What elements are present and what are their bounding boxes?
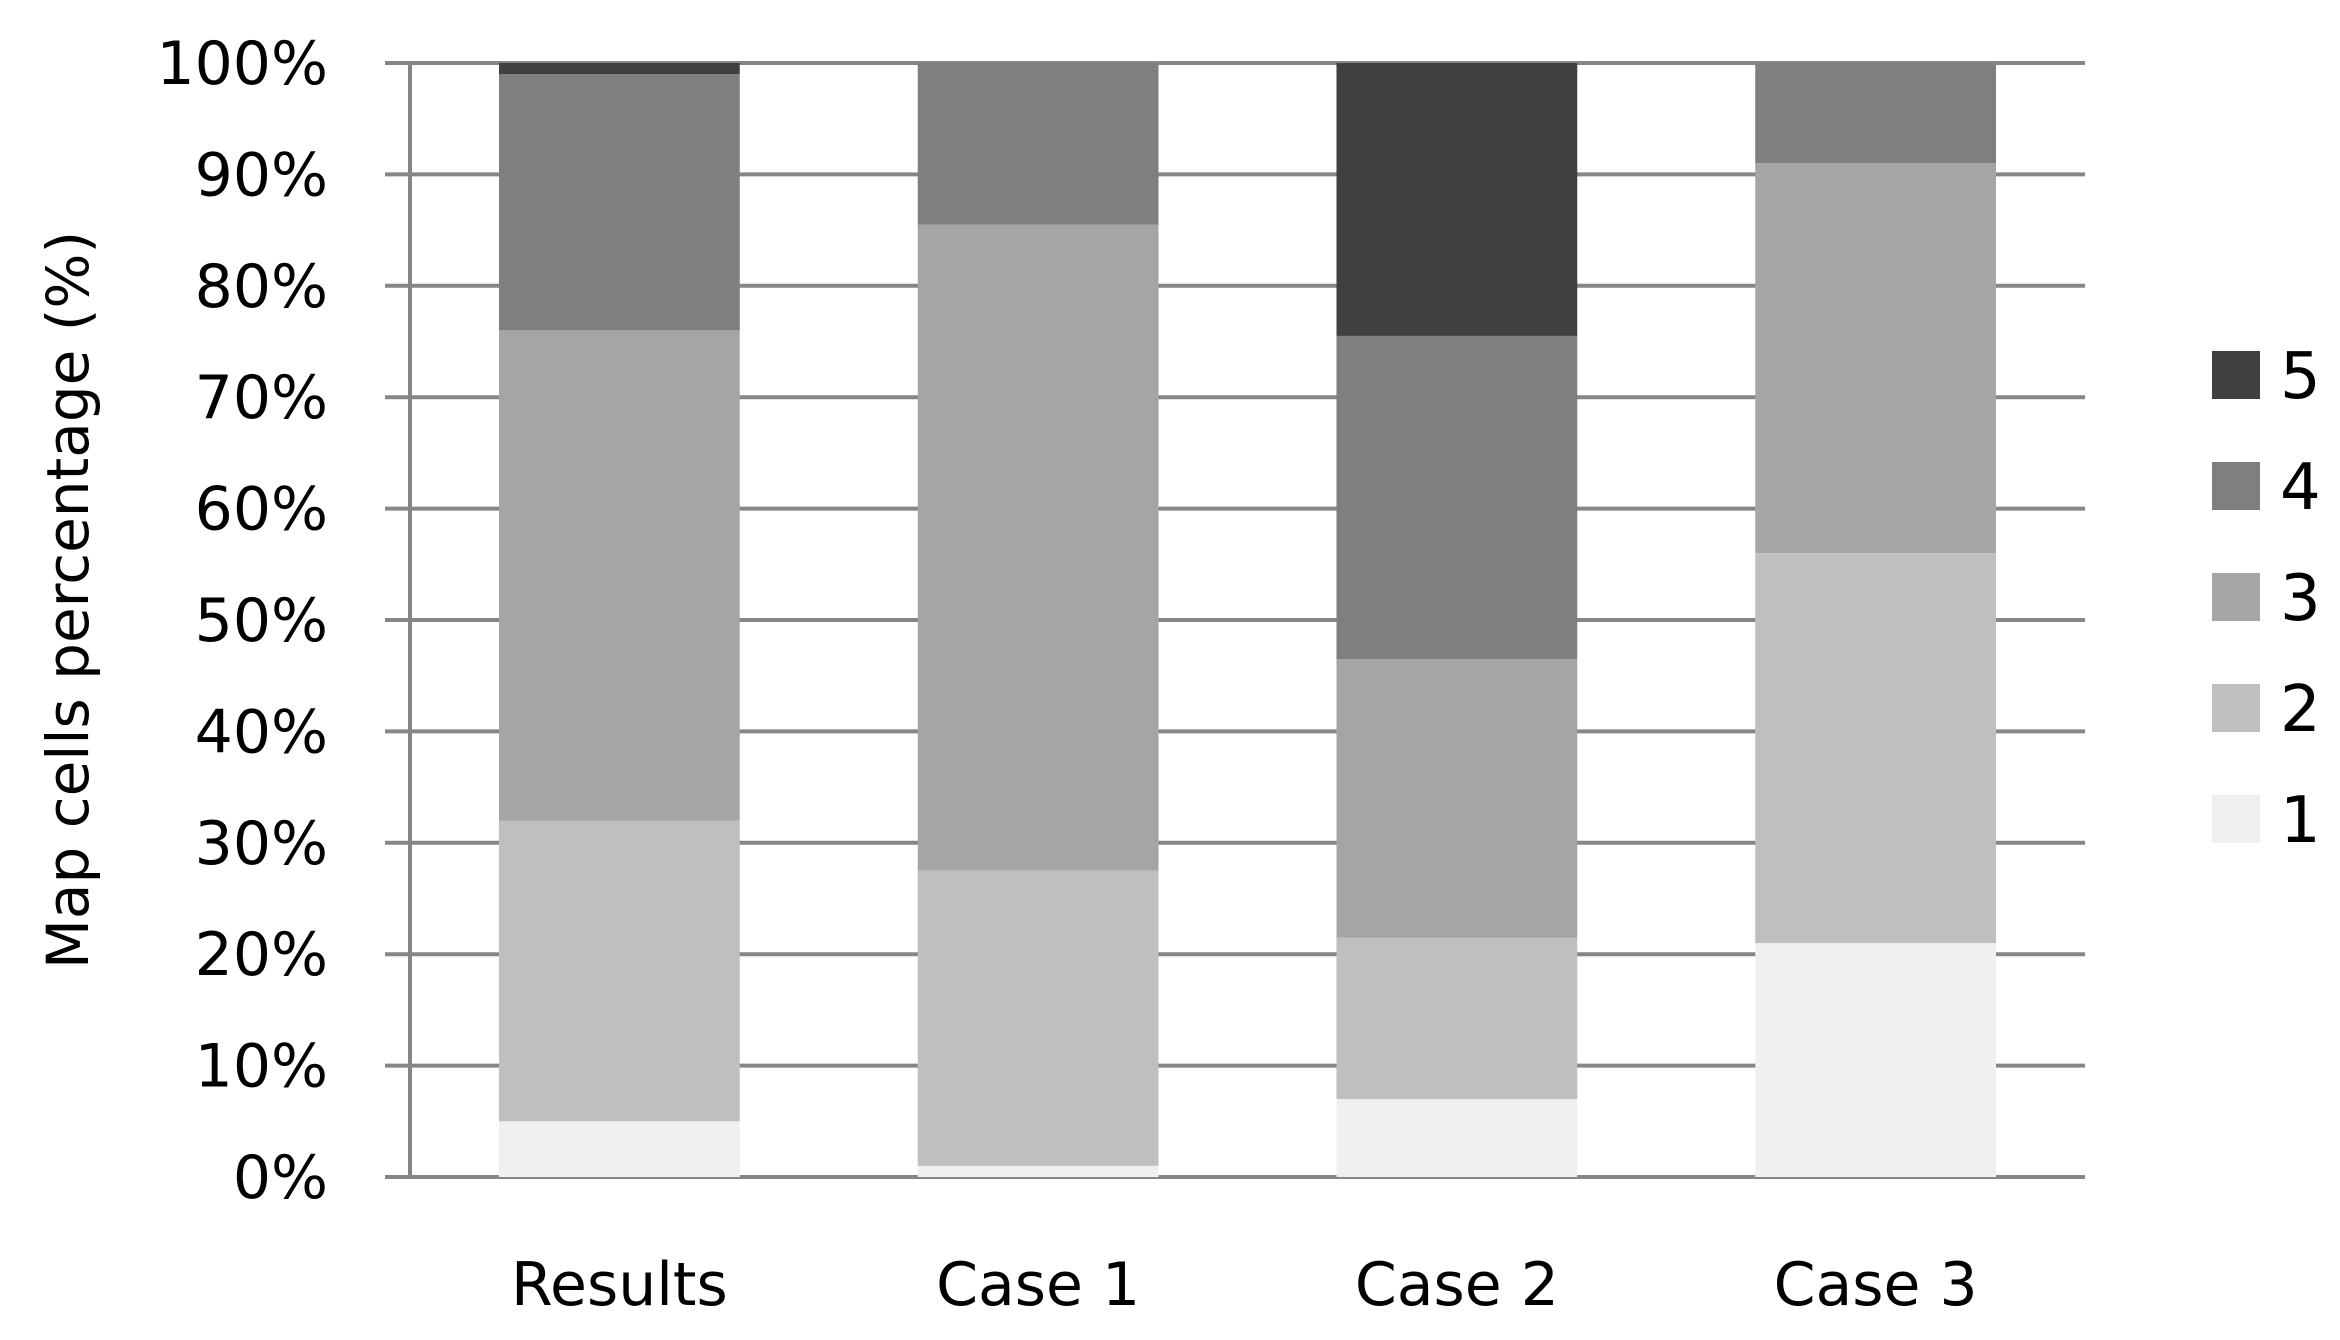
legend: 5 4 3 2 1	[2212, 340, 2321, 858]
bar-segment	[1336, 63, 1578, 336]
y-tick-label: 80%	[195, 252, 328, 322]
bar-segment	[498, 820, 740, 1122]
legend-label: 3	[2280, 562, 2321, 636]
bar-segment	[917, 224, 1159, 871]
x-tick-label: Case 1	[936, 1250, 1140, 1320]
legend-label: 1	[2280, 784, 2321, 858]
y-tick-label: 100%	[156, 29, 328, 99]
legend-swatch	[2212, 684, 2260, 732]
legend-label: 2	[2280, 673, 2321, 747]
x-tick-label: Results	[511, 1250, 728, 1320]
y-tick-labels: 0% 10% 20% 30% 40% 50% 60% 70% 80% 90% 100%	[156, 29, 328, 1213]
y-tick-label: 50%	[195, 586, 328, 656]
x-tick-label: Case 2	[1355, 1250, 1559, 1320]
y-tick-label: 70%	[195, 363, 328, 433]
y-tick-label: 30%	[195, 809, 328, 879]
bar-stacks	[498, 63, 1997, 1177]
legend-swatch	[2212, 462, 2260, 510]
bar-segment	[917, 870, 1159, 1166]
x-tick-label: Case 3	[1774, 1250, 1978, 1320]
bar-segment	[1336, 658, 1578, 938]
bar-segment	[1336, 937, 1578, 1100]
bar-segment	[1755, 163, 1997, 554]
bar-segment	[1755, 63, 1997, 164]
legend-label: 5	[2280, 340, 2321, 414]
bar-segment	[498, 74, 740, 331]
legend-swatch	[2212, 573, 2260, 621]
bar-segment	[498, 330, 740, 821]
y-tick-label: 10%	[195, 1032, 328, 1102]
x-tick-labels: Results Case 1 Case 2 Case 3	[511, 1250, 1978, 1320]
y-axis-label: Map cells percentage (%)	[34, 231, 102, 969]
y-tick-label: 90%	[195, 140, 328, 210]
bar-segment	[498, 1121, 740, 1177]
bar-segment	[1755, 943, 1997, 1177]
bar-segment	[1755, 553, 1997, 944]
y-tick-label: 20%	[195, 920, 328, 990]
bar-segment	[917, 63, 1159, 225]
legend-swatch	[2212, 795, 2260, 843]
bar-segment	[1336, 1099, 1578, 1177]
legend-label: 4	[2280, 451, 2321, 525]
bar-segment	[1336, 335, 1578, 659]
legend-swatch	[2212, 351, 2260, 399]
bar-segment	[917, 1165, 1159, 1177]
y-tick-label: 0%	[233, 1143, 328, 1213]
y-tick-label: 60%	[195, 475, 328, 545]
bar-segment	[498, 63, 740, 75]
y-tick-label: 40%	[195, 697, 328, 767]
